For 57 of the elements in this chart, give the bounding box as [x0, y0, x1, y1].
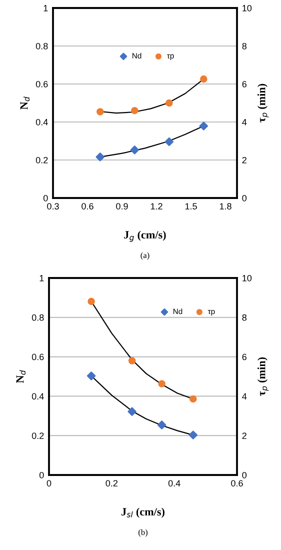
y-tick-label: 0.2: [32, 432, 44, 439]
y2-tick-label: 8: [242, 42, 246, 50]
x-axis-title: J$_{sl}$ (cm/s): [121, 508, 164, 518]
y2-tick-label: 6: [242, 354, 246, 360]
point: [158, 380, 166, 388]
x-tick-label: 0.6: [82, 203, 94, 210]
x-tick-label: 1.2: [150, 203, 162, 210]
x-tick-label: 0.3: [47, 203, 59, 210]
y2-tick-label: 6: [242, 80, 246, 88]
point: [166, 99, 173, 107]
x-tick-label: 0.4: [168, 480, 180, 486]
point: [96, 108, 104, 116]
y2-tick-label: 10: [242, 4, 252, 12]
y2-axis-title: τ$_{p}$ (min): [257, 357, 269, 396]
y-axis-title: N$_{d}$: [20, 96, 30, 110]
y2-tick-label: 2: [242, 432, 246, 439]
y-tick-label: 0.6: [36, 80, 48, 88]
point: [200, 75, 208, 83]
y-tick-label: 0.6: [32, 354, 44, 360]
y-tick-label: 0: [39, 472, 44, 478]
y2-axis-title: τ$_{p}$ (min): [257, 84, 269, 122]
x-tick-label: 1.5: [185, 203, 197, 210]
x-tick-label: 0.9: [116, 203, 128, 210]
point: [128, 357, 136, 364]
point: [188, 430, 198, 440]
y-tick-label: 1: [44, 5, 48, 12]
y-tick-label: 0.8: [32, 314, 44, 321]
y2-tick-label: 0: [242, 472, 247, 478]
y2-tick-label: 0: [242, 194, 247, 202]
point: [88, 298, 95, 306]
point: [86, 372, 96, 380]
x-tick-label: 0.6: [231, 480, 243, 486]
text: (b): [138, 529, 148, 537]
y-tick-label: 0.4: [36, 118, 48, 126]
y-tick-label: 0.8: [36, 42, 48, 50]
y2-tick-label: 4: [242, 393, 247, 400]
point: [131, 106, 138, 114]
x-tick-label: 1.8: [220, 203, 232, 210]
y-tick-label: 1: [40, 275, 44, 282]
point: [128, 407, 136, 416]
point: [157, 420, 166, 430]
y2-tick-label: 10: [242, 274, 252, 282]
y2-tick-label: 2: [242, 156, 246, 164]
point: [130, 146, 140, 154]
y-tick-label: 0: [43, 194, 48, 202]
point: [164, 137, 174, 146]
y-axis-title: N$_{d}$: [16, 370, 26, 384]
point: [189, 395, 197, 403]
y2-tick-label: 8: [242, 314, 246, 321]
x-tick-label: 0.2: [106, 480, 118, 486]
text: (a): [140, 252, 150, 260]
point: [199, 122, 208, 130]
x-axis-title: J$_{g}$ (cm/s): [124, 230, 166, 242]
y2-tick-label: 4: [242, 119, 247, 126]
y-tick-label: 0.4: [32, 393, 44, 400]
y-tick-label: 0.2: [36, 156, 48, 164]
point: [96, 152, 105, 162]
